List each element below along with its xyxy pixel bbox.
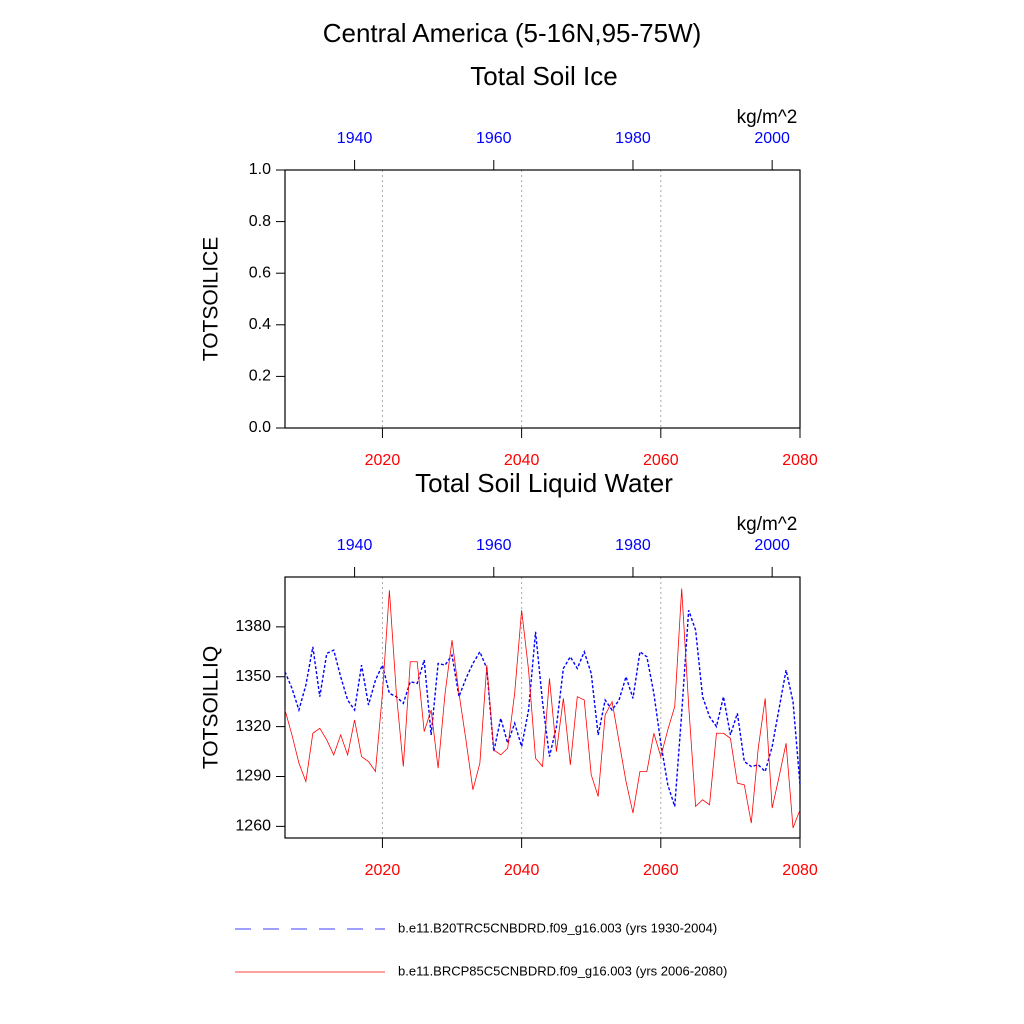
x2-tick-label: 1980 (615, 537, 651, 554)
y-tick-label: 0.6 (249, 264, 271, 281)
units-label: kg/m^2 (737, 514, 798, 535)
y-axis-label: TOTSOILLIQ (200, 646, 223, 769)
legend-label: b.e11.B20TRC5CNBDRD.f09_g16.003 (yrs 193… (398, 920, 717, 935)
x2-tick-label: 1960 (476, 130, 512, 147)
panel-title: Total Soil Ice (470, 61, 617, 91)
y-tick-label: 0.8 (249, 213, 271, 230)
x2-tick-label: 1940 (337, 537, 373, 554)
y-tick-label: 1380 (235, 618, 271, 635)
y-tick-label: 1350 (235, 668, 271, 685)
x-tick-label: 2020 (365, 452, 401, 469)
legend-label: b.e11.BRCP85C5CNBDRD.f09_g16.003 (yrs 20… (398, 963, 727, 978)
x-tick-label: 2040 (504, 862, 540, 879)
y-tick-label: 0.4 (249, 316, 271, 333)
x-tick-label: 2040 (504, 452, 540, 469)
y-tick-label: 1290 (235, 768, 271, 785)
panel-title: Total Soil Liquid Water (415, 468, 673, 498)
x2-tick-label: 2000 (754, 537, 790, 554)
y-tick-label: 1.0 (249, 161, 271, 178)
x2-tick-label: 2000 (754, 130, 790, 147)
x2-tick-label: 1940 (337, 130, 373, 147)
units-label: kg/m^2 (737, 107, 798, 128)
y-tick-label: 1320 (235, 718, 271, 735)
x2-tick-label: 1980 (615, 130, 651, 147)
main-title: Central America (5-16N,95-75W) (323, 18, 702, 48)
x-tick-label: 2080 (782, 862, 818, 879)
data-line (284, 588, 801, 829)
x-tick-label: 2060 (643, 452, 679, 469)
x-tick-label: 2060 (643, 862, 679, 879)
y-tick-label: 1260 (235, 818, 271, 835)
y-tick-label: 0.0 (249, 419, 271, 436)
data-line (284, 610, 801, 807)
x-tick-label: 2080 (782, 452, 818, 469)
y-axis-label: TOTSOILICE (200, 237, 223, 361)
x-tick-label: 2020 (365, 862, 401, 879)
y-tick-label: 0.2 (249, 368, 271, 385)
plot-frame (284, 169, 801, 429)
plot-frame (284, 576, 801, 839)
x2-tick-label: 1960 (476, 537, 512, 554)
